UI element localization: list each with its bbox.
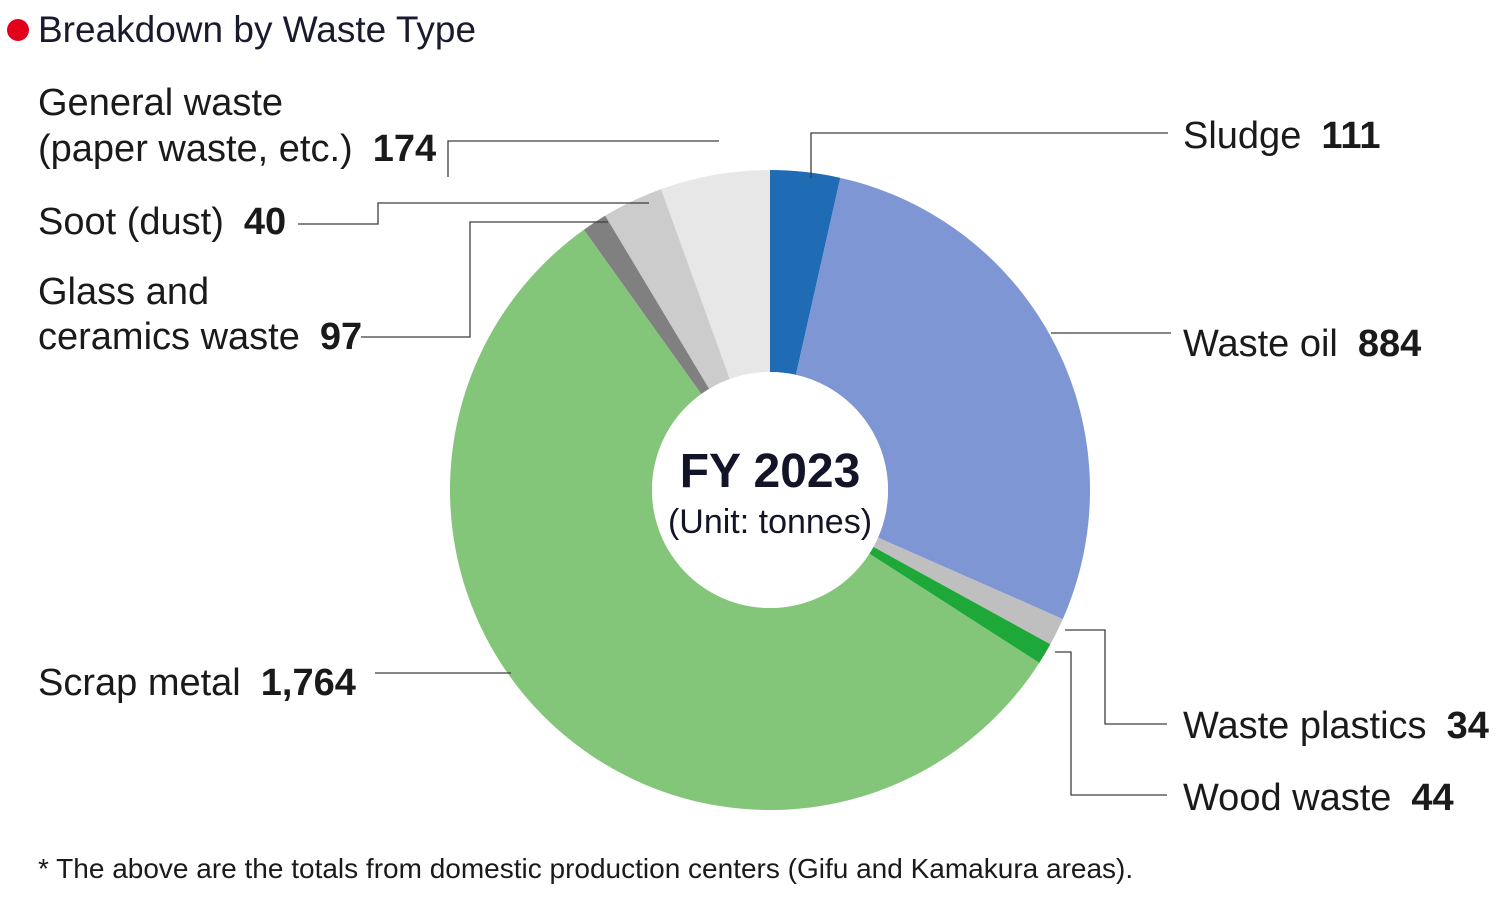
svg-text:Breakdown by Waste Type: Breakdown by Waste Type: [38, 9, 476, 50]
svg-text:(paper waste, etc.)174: (paper waste, etc.) 174: [38, 128, 436, 170]
svg-text:* The above are the totals fro: * The above are the totals from domestic…: [38, 853, 1133, 884]
svg-text:FY 2023: FY 2023: [680, 445, 861, 498]
svg-text:General waste: General waste: [38, 82, 283, 124]
svg-text:Soot (dust)40: Soot (dust) 40: [38, 201, 286, 243]
svg-text:(Unit: tonnes): (Unit: tonnes): [668, 503, 872, 541]
svg-text:Glass and: Glass and: [38, 271, 209, 313]
